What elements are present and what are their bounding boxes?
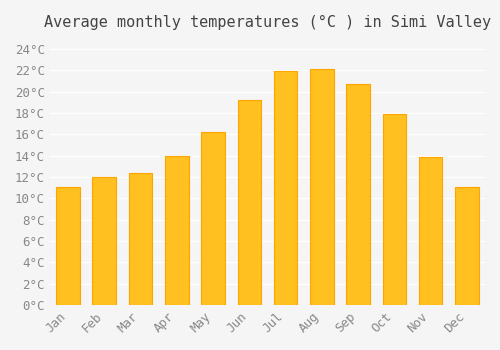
Bar (202, 132, 225, 305)
Bar (455, 187, 478, 305)
Bar (92, 177, 116, 305)
Bar (419, 157, 442, 305)
Bar (165, 155, 188, 305)
Bar (56, 187, 80, 305)
Bar (238, 100, 261, 305)
Bar (346, 84, 370, 305)
Bar (310, 69, 334, 305)
Bar (274, 71, 297, 305)
Title: Average monthly temperatures (°C ) in Simi Valley: Average monthly temperatures (°C ) in Si… (44, 15, 491, 30)
Bar (128, 173, 152, 305)
Bar (382, 114, 406, 305)
